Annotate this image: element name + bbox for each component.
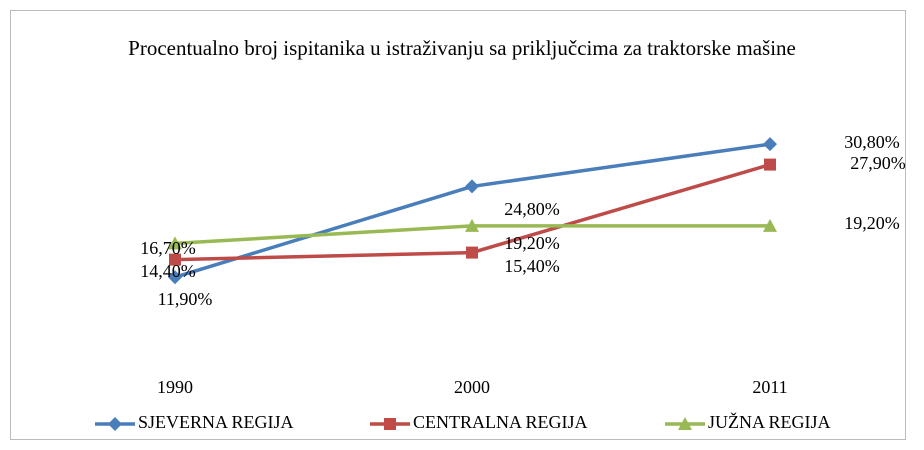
data-point	[465, 218, 479, 232]
data-point	[465, 179, 479, 194]
legend-marker	[384, 418, 396, 430]
data-label: 19,20%	[504, 233, 560, 253]
data-point	[466, 246, 478, 259]
x-tick-label: 1990	[157, 377, 193, 397]
data-label: 30,80%	[844, 132, 900, 152]
x-tick-label: 2000	[454, 377, 490, 397]
data-point	[168, 236, 182, 250]
legend-label: JUŽNA REGIJA	[708, 411, 831, 432]
data-label: 14,40%	[140, 261, 196, 281]
legend-marker	[108, 417, 122, 431]
data-label: 11,90%	[158, 289, 213, 309]
data-label: 16,70%	[140, 238, 196, 258]
data-label: 27,90%	[850, 153, 906, 173]
legend-marker	[678, 417, 692, 430]
x-tick-label: 2011	[752, 377, 787, 397]
data-point	[764, 158, 776, 171]
data-point	[763, 218, 777, 232]
data-label: 15,40%	[504, 256, 560, 276]
data-label: 24,80%	[504, 199, 560, 219]
chart-title: Procentualno broj ispitanika u istraživa…	[128, 36, 796, 60]
data-point	[763, 137, 777, 152]
data-point	[169, 253, 181, 266]
data-label: 19,20%	[844, 213, 900, 233]
legend-label: CENTRALNA REGIJA	[413, 412, 588, 432]
legend-label: SJEVERNA REGIJA	[138, 412, 294, 432]
data-point	[168, 270, 182, 285]
